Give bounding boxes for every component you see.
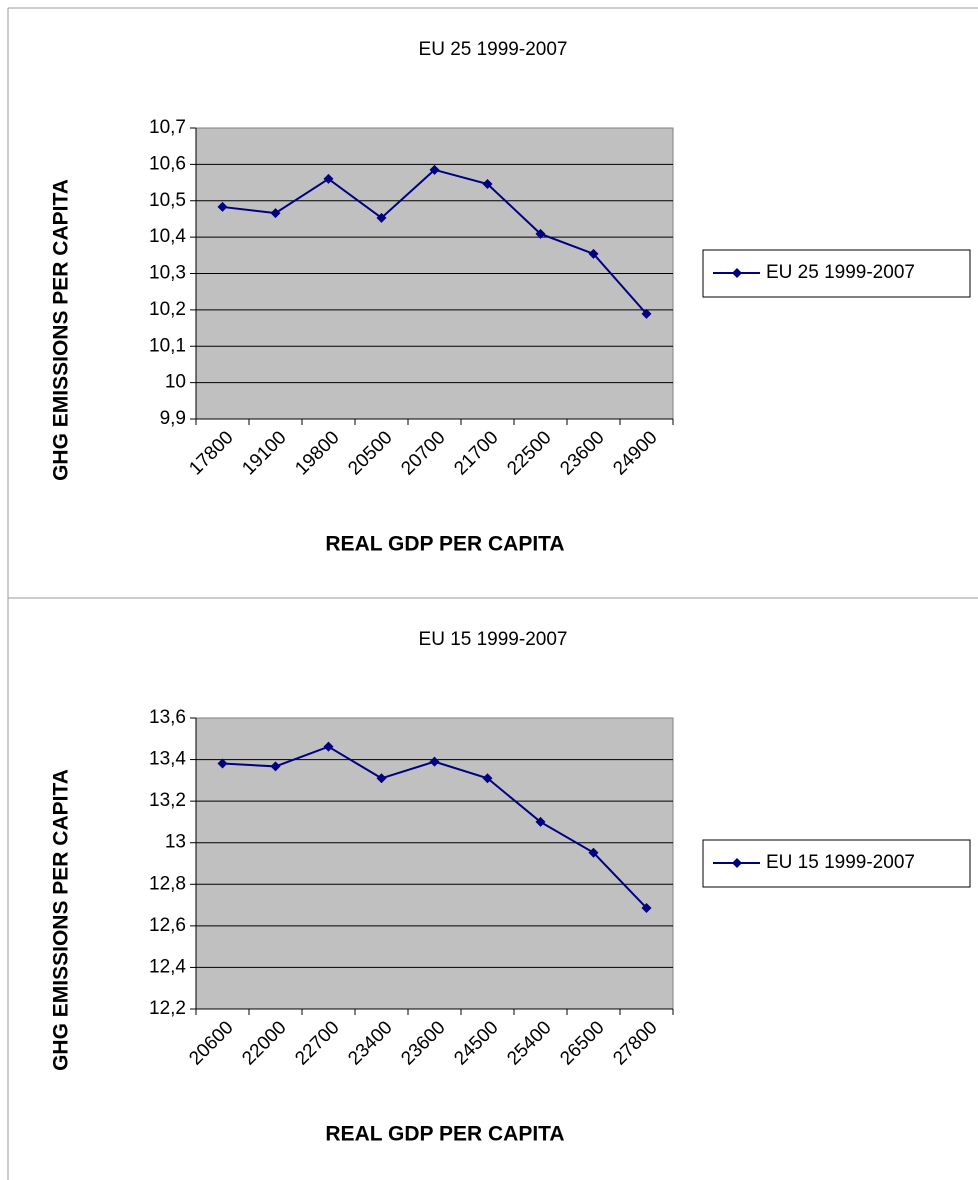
point <box>217 758 228 769</box>
x-tick-label: 22500 <box>503 427 555 479</box>
y-tick-label: 12,8 <box>149 873 186 894</box>
x-tick-label: 20500 <box>344 427 396 479</box>
x-tick-label: 22700 <box>291 1017 343 1069</box>
x-tick-label: 23600 <box>556 427 608 479</box>
x-tick-label: 25400 <box>503 1017 555 1069</box>
y-tick-label: 9,9 <box>160 408 186 429</box>
x-tick-label: 22000 <box>238 1017 290 1069</box>
x-tick-label: 24500 <box>450 1017 502 1069</box>
point <box>376 212 387 223</box>
point <box>270 761 281 772</box>
y-tick-label: 10,6 <box>149 153 186 174</box>
x-tick-label: 24900 <box>609 427 661 479</box>
y-axis-title: GHG EMISSIONS PER CAPITA <box>50 179 73 481</box>
y-tick-label: 10,3 <box>149 263 186 284</box>
y-tick-label: 12,4 <box>149 956 186 977</box>
point <box>323 741 334 752</box>
y-tick-label: 10,1 <box>149 335 186 356</box>
x-tick-label: 19800 <box>291 427 343 479</box>
point <box>641 902 652 913</box>
point <box>217 201 228 212</box>
point <box>323 173 334 184</box>
point <box>588 248 599 259</box>
point <box>376 773 387 784</box>
legend-marker <box>732 268 742 278</box>
point <box>588 847 599 858</box>
point <box>482 179 493 190</box>
x-tick-label: 23400 <box>344 1017 396 1069</box>
point <box>429 756 440 767</box>
point <box>641 308 652 319</box>
y-tick-label: 10,7 <box>149 117 186 138</box>
x-tick-label: 27800 <box>609 1017 661 1069</box>
chart-title: EU 15 1999-2007 <box>419 629 568 650</box>
y-tick-label: 13,4 <box>149 749 186 770</box>
x-tick-label: 20600 <box>185 1017 237 1069</box>
chart-title: EU 25 1999-2007 <box>419 39 568 60</box>
x-axis-title: REAL GDP PER CAPITA <box>325 1123 564 1146</box>
x-tick-label: 26500 <box>556 1017 608 1069</box>
legend-label: EU 25 1999-2007 <box>766 262 915 283</box>
x-tick-label: 21700 <box>450 427 502 479</box>
point <box>482 773 493 784</box>
x-axis-title: REAL GDP PER CAPITA <box>325 533 564 556</box>
x-tick-label: 20700 <box>397 427 449 479</box>
y-axis-title: GHG EMISSIONS PER CAPITA <box>50 769 73 1071</box>
legend-label: EU 15 1999-2007 <box>766 852 915 873</box>
point <box>535 228 546 239</box>
y-tick-label: 10,2 <box>149 299 186 320</box>
x-tick-label: 23600 <box>397 1017 449 1069</box>
y-tick-label: 10 <box>165 372 186 393</box>
legend-marker <box>732 858 742 868</box>
point <box>535 816 546 827</box>
x-tick-label: 19100 <box>238 427 290 479</box>
y-tick-label: 10,4 <box>149 226 186 247</box>
point <box>270 208 281 219</box>
y-tick-label: 12,6 <box>149 915 186 936</box>
y-tick-label: 13 <box>165 832 186 853</box>
y-tick-label: 10,5 <box>149 190 186 211</box>
x-tick-label: 17800 <box>185 427 237 479</box>
y-tick-label: 13,2 <box>149 790 186 811</box>
point <box>429 164 440 175</box>
y-tick-label: 13,6 <box>149 707 186 728</box>
y-tick-label: 12,2 <box>149 998 186 1019</box>
